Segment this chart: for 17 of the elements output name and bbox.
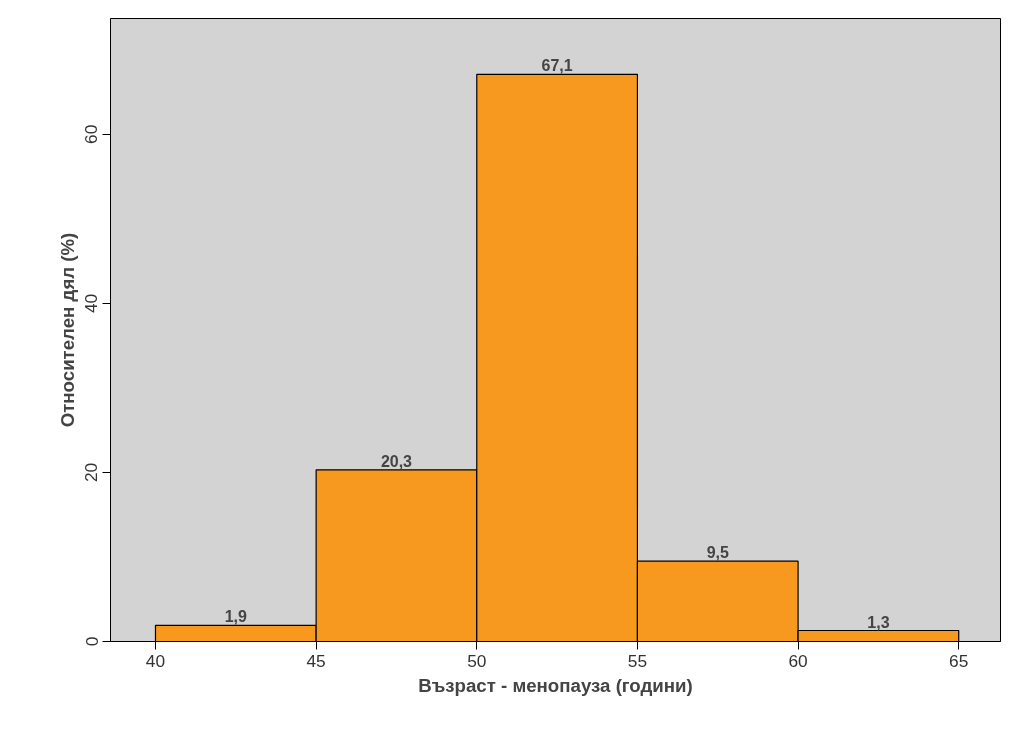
- data-label: 1,3: [867, 613, 890, 631]
- y-tick-label: 40: [81, 293, 102, 314]
- y-axis-title: Относителен дял (%): [56, 232, 78, 428]
- data-label: 20,3: [380, 452, 413, 470]
- data-label: 9,5: [706, 544, 729, 562]
- y-tick-label: 0: [81, 636, 102, 647]
- x-tick-label: 65: [949, 650, 969, 671]
- y-tick-label: 60: [81, 124, 102, 144]
- data-label: 67,1: [541, 57, 573, 75]
- x-tick-label: 50: [467, 650, 487, 671]
- y-tick-label: 20: [81, 462, 102, 483]
- data-label: 1,9: [224, 608, 248, 626]
- x-tick-label: 45: [306, 650, 326, 671]
- x-tick-label: 60: [788, 650, 808, 671]
- x-tick-label: 55: [627, 650, 648, 671]
- x-tick-label: 40: [145, 650, 166, 671]
- x-axis-title: Възраст - менопауза (години): [418, 674, 693, 696]
